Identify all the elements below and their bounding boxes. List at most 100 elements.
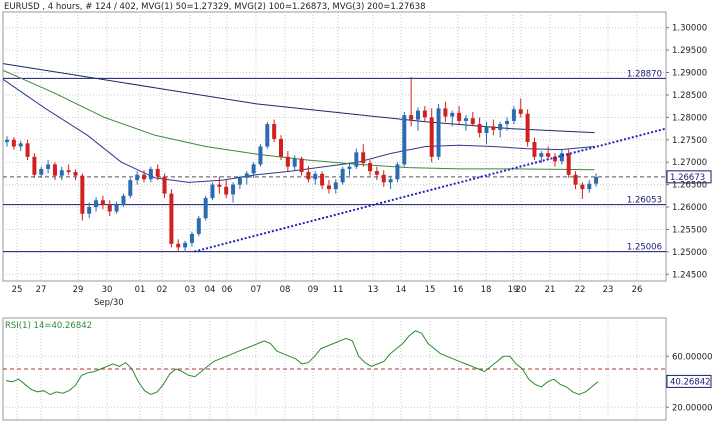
candle-body-up [18,143,23,147]
candle-body-down [573,174,578,185]
candle-body-up [87,207,92,214]
candle-body-up [395,164,400,180]
rsi-header: RSI(1) 14=40.26842 [5,321,92,331]
x-tick-label: 04 [205,285,216,295]
rsi-series-group [3,330,666,408]
candle-body-down [381,174,386,183]
candle-body-down [299,158,304,173]
current-price-label: 1.26673 [670,173,705,183]
candle-body-down [580,184,585,190]
candle-body-up [203,198,208,219]
rsi-current-tag [666,374,712,388]
x-tick-label: 16 [453,285,464,295]
candle-body-up [94,200,99,208]
candle-body-down [224,186,229,195]
candle-body-up [594,176,599,184]
candle-body-up [539,153,544,157]
rsi-y-tick-label: 60.00000 [672,352,713,362]
candle-body-down [162,176,167,194]
candle-body-down [73,172,78,176]
candle-body-up [183,242,188,248]
candle-body-up [244,173,249,178]
horizontal-level-label: 1.26053 [627,196,662,206]
candle-body-down [11,139,16,147]
y-tick-label: 1.27000 [672,158,707,168]
candle-body-down [100,200,105,205]
candle-body-up [114,204,119,212]
candle-body-down [326,185,331,190]
candle-body-down [155,168,160,177]
candle-body-up [196,218,201,234]
horizontal-level-label: 1.25006 [627,243,662,253]
x-tick-label: 07 [251,285,262,295]
candle-body-up [231,184,236,195]
candle-body-up [292,158,297,167]
candle-body-down [285,156,290,167]
x-tick-label: 20 [516,285,527,295]
candle-body-down [477,124,482,134]
moving-average-line [2,69,595,171]
candle-body-up [148,168,153,180]
y-tick-label: 1.26000 [672,203,707,213]
candle-body-up [59,170,64,176]
candle-body-up [354,152,359,167]
candle-body-up [587,183,592,190]
rsi-y-tick-label: 20.00000 [672,403,713,413]
x-tick-label: 08 [280,285,291,295]
candle-body-up [450,112,455,117]
moving-average-line [2,63,595,134]
x-tick-label: 27 [36,285,47,295]
candle-body-down [169,193,174,244]
x-tick-label: 11 [333,285,344,295]
candle-body-up [436,108,441,157]
x-tick-label: 01 [135,285,146,295]
x-tick-label: 26 [632,285,643,295]
main-header: EURUSD , 4 hours, # 124 / 402, MVG(1) 50… [4,2,426,12]
y-tick-label: 1.28500 [672,91,707,101]
x-tick-label: 30 [102,285,113,295]
candle-body-up [484,126,489,134]
y-tick-label: 1.24500 [672,270,707,280]
main-panel-frame [2,11,667,282]
x-tick-label: 14 [396,285,407,295]
y-tick-label: 1.30000 [672,24,707,34]
candle-body-up [416,110,420,120]
candle-body-down [409,115,414,120]
moving-average-line [2,78,595,183]
candle-body-down [320,173,325,186]
candle-body-down [525,113,530,143]
candle-body-down [457,112,462,121]
candle-body-up [46,164,51,169]
month-label: Sep/30 [94,298,124,308]
candle-body-down [142,174,146,180]
y-tick-label: 1.29500 [672,46,707,56]
candle-body-down [443,108,448,117]
candle-body-down [374,171,379,175]
x-tick-label: 18 [481,285,492,295]
candle-body-up [251,164,256,174]
x-tick-label: 09 [308,285,319,295]
candle-body-down [217,184,222,187]
y-tick-label: 1.27500 [672,136,707,146]
candle-body-down [107,204,112,212]
trendline-group [194,127,667,253]
candle-body-down [566,153,571,175]
candle-body-down [52,164,57,176]
candle-body-down [279,138,283,157]
price-axis-ticks: 1.30000 1.29500 1.29000 1.28500 1.28000 1.275… [666,24,707,280]
candle-body-up [39,168,44,175]
horizontal-level-label: 1.28870 [627,69,662,79]
y-tick-label: 1.28000 [672,113,707,123]
candle-body-down [422,110,427,118]
x-tick-label: 22 [575,285,586,295]
candlesticks [5,77,599,252]
candle-body-up [210,184,215,199]
candle-body-up [388,179,393,183]
candle-body-up [5,139,9,143]
candle-body-down [518,109,523,114]
candle-body-up [258,146,263,165]
time-axis-ticks: 25 27 29 30 01 02 03 04 06 07 08 09 11 13 14 15 16 18 1920… [12,285,643,295]
x-tick-label: 21 [545,285,556,295]
candle-body-up [511,109,516,121]
